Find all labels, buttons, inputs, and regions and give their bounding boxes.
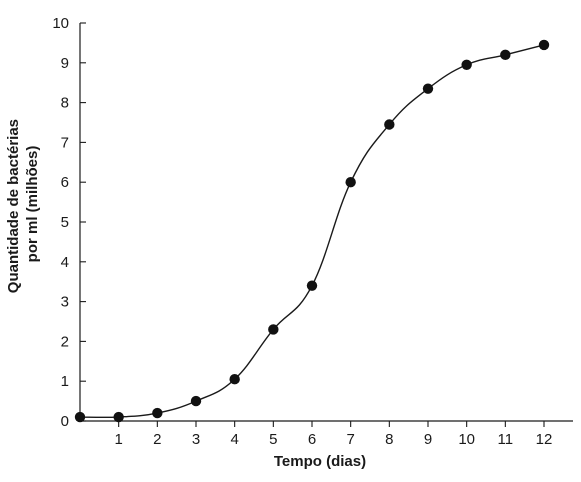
y-tick-label: 4 — [61, 254, 69, 271]
y-axis-title: Quantidade de bactérias por ml (milhões) — [5, 115, 41, 293]
x-tick-label: 3 — [192, 431, 200, 448]
x-tick-label: 6 — [308, 431, 316, 448]
data-point — [268, 324, 279, 335]
y-tick-label: 0 — [61, 413, 69, 430]
y-axis-title-line-1: Quantidade de bactérias — [5, 119, 22, 293]
y-tick-label: 8 — [61, 95, 69, 112]
data-point — [113, 411, 124, 423]
x-tick-label: 11 — [498, 431, 514, 448]
x-axis-title: Tempo (dias) — [274, 453, 366, 470]
data-point — [538, 39, 550, 51]
y-tick-label: 9 — [61, 55, 69, 72]
data-point — [384, 119, 395, 130]
x-tick-label: 7 — [346, 431, 354, 448]
x-tick-label: 2 — [153, 431, 161, 448]
y-tick-label: 1 — [61, 373, 69, 390]
y-axis-ticks: 0 1 2 3 4 5 6 7 8 9 10 — [52, 15, 86, 430]
data-series — [74, 39, 550, 423]
y-tick-label: 10 — [52, 15, 69, 32]
x-tick-label: 5 — [269, 431, 277, 448]
x-tick-label: 10 — [458, 431, 475, 448]
y-tick-label: 5 — [61, 214, 69, 231]
x-tick-label: 12 — [536, 431, 553, 448]
data-point — [345, 177, 356, 188]
series-line — [79, 44, 545, 419]
x-tick-label: 8 — [385, 431, 393, 448]
y-tick-label: 7 — [61, 134, 69, 151]
data-point — [461, 59, 472, 70]
data-point — [306, 280, 318, 291]
x-axis-ticks: 1 2 3 4 5 6 7 8 9 10 11 12 — [114, 421, 552, 448]
data-point — [152, 407, 163, 419]
x-tick-label: 9 — [424, 431, 432, 448]
y-axis-title-line-2: por ml (milhões) — [24, 146, 41, 263]
data-point — [190, 395, 202, 407]
data-point — [500, 49, 511, 61]
x-tick-label: 4 — [230, 431, 238, 448]
data-point — [422, 83, 434, 94]
y-tick-label: 3 — [61, 294, 69, 311]
y-tick-label: 6 — [61, 174, 69, 191]
data-point — [229, 374, 240, 385]
data-point — [74, 411, 86, 423]
y-tick-label: 2 — [61, 333, 69, 350]
axes — [79, 23, 573, 422]
x-tick-label: 1 — [114, 431, 122, 448]
